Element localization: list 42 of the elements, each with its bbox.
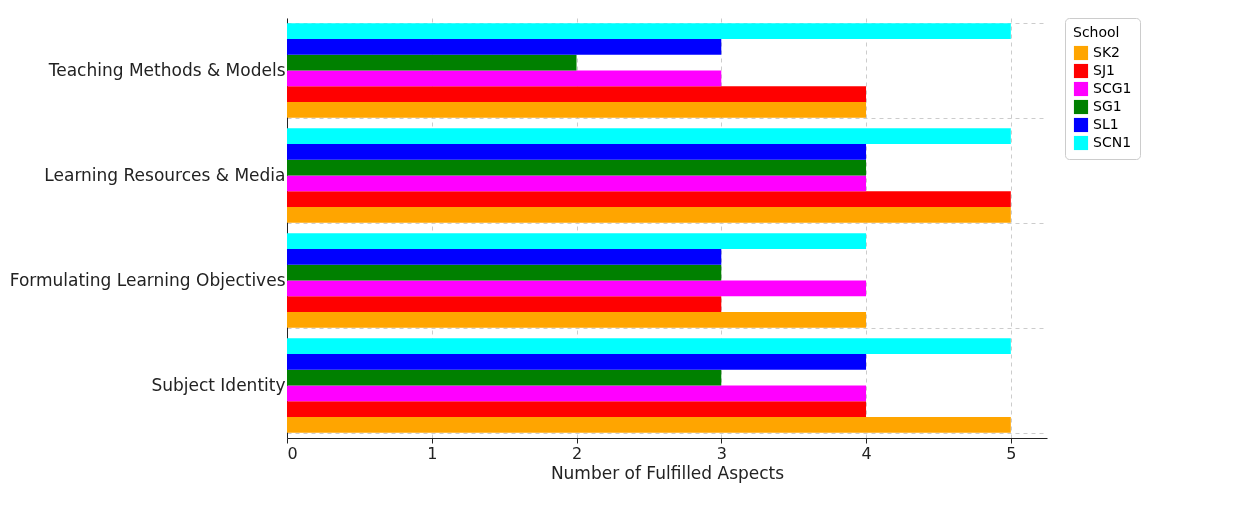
legend-label: SJ1 [1093,62,1115,78]
bar [287,369,722,386]
bar [287,401,867,417]
bar [287,54,577,71]
bar [287,159,867,176]
legend-title: School [1073,24,1120,40]
y-tick-label: Formulating Learning Objectives [9,270,286,290]
bar [287,128,1011,144]
y-tick-label: Teaching Methods & Models [47,60,286,80]
bar [287,175,867,192]
bar [287,233,867,249]
bar [287,280,867,297]
bar [287,338,1011,354]
legend-label: SCG1 [1093,80,1132,96]
bar [287,102,867,118]
bar [287,312,867,328]
x-tick-label: 1 [427,443,438,463]
x-tick-label: 0 [287,443,298,463]
bar [287,417,1011,433]
x-tick-label: 2 [571,443,583,463]
y-tick-label: Subject Identity [151,375,286,395]
legend-label: SL1 [1093,116,1119,132]
bar [287,207,1011,223]
legend-label: SK2 [1093,44,1120,60]
x-tick-label: 5 [1006,443,1017,463]
x-tick-label: 3 [716,443,727,463]
bar [287,144,867,160]
y-tick-label: Learning Resources & Media [44,165,286,185]
bar [287,39,722,55]
bar [287,296,722,312]
x-tick-label: 4 [861,443,872,463]
legend-label: SCN1 [1093,134,1132,150]
bar [287,264,722,281]
bar [287,191,1011,207]
bar [287,86,867,102]
bar [287,249,722,265]
bar [287,70,722,87]
bar [287,354,867,370]
x-axis-title: Number of Fulfilled Aspects [550,462,785,483]
bar [287,23,1011,39]
legend-label: SG1 [1093,98,1122,114]
bar [287,385,867,402]
